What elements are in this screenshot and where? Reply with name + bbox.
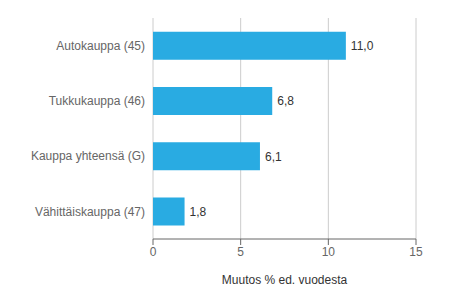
svg-text:Vähittäiskauppa (47): Vähittäiskauppa (47) bbox=[35, 205, 145, 219]
svg-text:0: 0 bbox=[150, 245, 157, 259]
svg-text:1,8: 1,8 bbox=[190, 205, 207, 219]
svg-text:15: 15 bbox=[409, 245, 423, 259]
svg-text:5: 5 bbox=[237, 245, 244, 259]
svg-text:11,0: 11,0 bbox=[351, 39, 374, 53]
svg-text:Autokauppa (45): Autokauppa (45) bbox=[56, 39, 145, 53]
svg-text:10: 10 bbox=[322, 245, 336, 259]
svg-text:Muutos % ed. vuodesta: Muutos % ed. vuodesta bbox=[222, 273, 348, 287]
svg-text:Kauppa yhteensä (G): Kauppa yhteensä (G) bbox=[31, 149, 145, 163]
svg-text:6,1: 6,1 bbox=[265, 150, 282, 164]
svg-text:6,8: 6,8 bbox=[277, 94, 294, 108]
svg-text:Tukkukauppa (46): Tukkukauppa (46) bbox=[49, 94, 145, 108]
